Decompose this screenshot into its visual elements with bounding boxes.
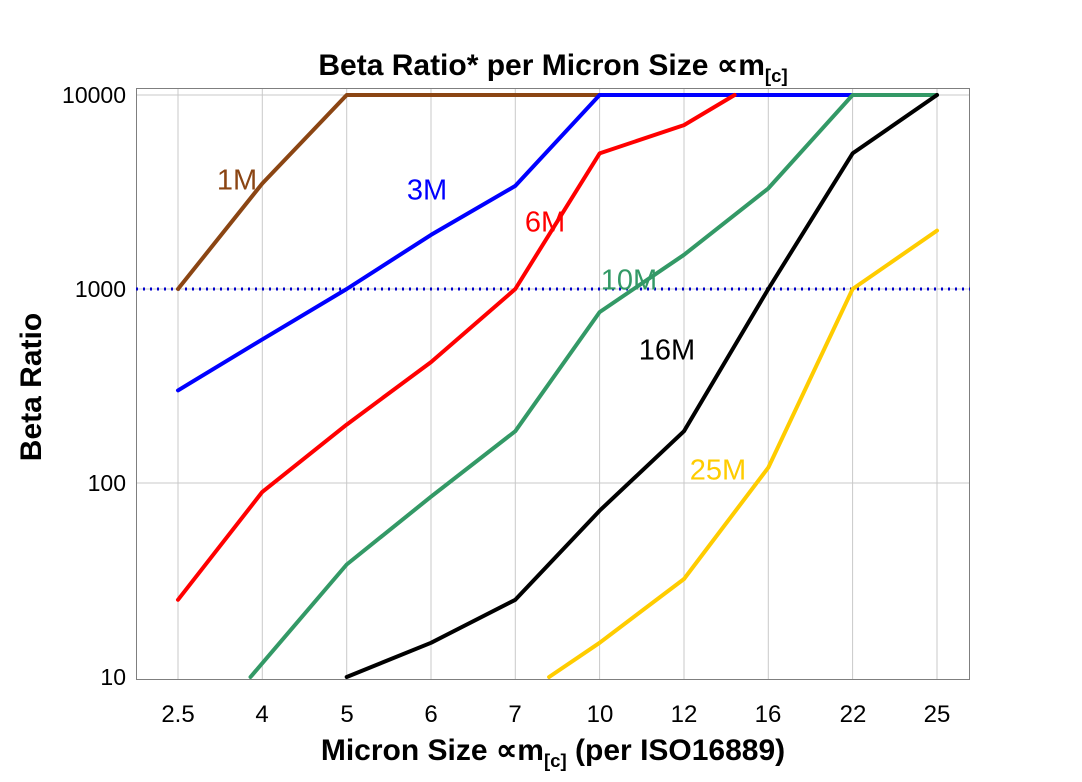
x-tick-2.5: 2.5 [161,701,195,728]
y-tick-1000: 1000 [74,276,126,302]
y-tick-10: 10 [100,664,126,690]
y-tick-10000: 10000 [62,82,126,108]
micron-symbol-x: ∝m [495,734,544,767]
chart-title-text: Beta Ratio* per Micron Size [318,49,717,82]
plot-canvas [136,88,970,680]
x-tick-4: 4 [255,701,269,728]
x-axis-title-text: Micron Size [320,734,496,767]
x-tick-25: 25 [923,701,951,728]
x-tick-7: 7 [508,701,522,728]
series-line-16M [344,93,939,679]
series-line-25M [547,228,939,679]
x-tick-10: 10 [586,701,614,728]
series-line-6M [176,93,737,602]
plot-area: 1M 3M 6M 10M 16M 25M [136,88,970,680]
x-axis-title: Micron Size ∝m[c] (per ISO16889) [136,733,970,772]
y-axis-title-text: Beta Ratio [15,312,48,462]
micron-subscript: [c] [764,65,788,86]
x-tick-12: 12 [670,701,698,728]
chart-title: Beta Ratio* per Micron Size ∝m[c] [136,48,970,87]
x-tick-16: 16 [754,701,782,728]
y-tick-100: 100 [87,470,126,496]
micron-symbol: ∝m [716,49,765,82]
series-line-10M [248,93,939,679]
x-tick-5: 5 [340,701,354,728]
plot-border [136,88,970,680]
micron-subscript-x: [c] [543,750,567,771]
series-line-1M [176,93,602,291]
series-line-3M [176,93,855,393]
x-axis-title-suffix: (per ISO16889) [566,734,786,767]
x-tick-22: 22 [839,701,867,728]
x-tick-6: 6 [424,701,438,728]
